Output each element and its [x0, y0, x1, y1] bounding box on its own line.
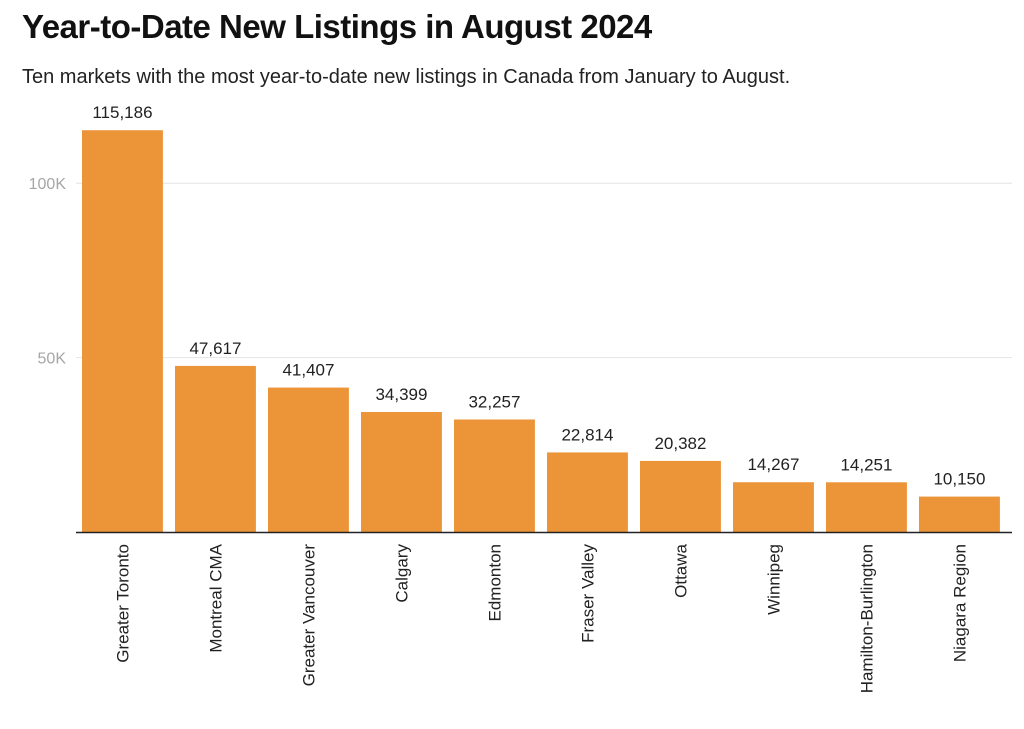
- data-label: 22,814: [561, 425, 613, 444]
- bar: [454, 419, 535, 532]
- bar: [640, 460, 721, 532]
- bar: [82, 130, 163, 532]
- chart-subtitle: Ten markets with the most year-to-date n…: [22, 66, 791, 88]
- labels: 50K 100K 115,186 Greater Toronto 47,617 Montr…: [29, 103, 986, 693]
- data-label: 41,407: [282, 361, 334, 380]
- data-label: 14,251: [840, 455, 892, 474]
- gridlines: [76, 182, 1012, 359]
- x-tick-label: Calgary: [392, 544, 411, 603]
- bar: [175, 365, 256, 532]
- bar: [361, 412, 442, 532]
- chart-title: Year-to-Date New Listings in August 2024: [22, 8, 652, 45]
- data-label: 14,267: [747, 455, 799, 474]
- x-tick-label: Greater Vancouver: [299, 544, 318, 687]
- x-tick-label: Greater Toronto: [113, 544, 132, 663]
- data-label: 115,186: [92, 103, 152, 122]
- x-tick-label: Winnipeg: [764, 544, 783, 615]
- bar: [826, 482, 907, 532]
- data-label: 32,257: [468, 392, 520, 411]
- bar: [268, 387, 349, 532]
- data-label: 20,382: [654, 434, 706, 453]
- data-label: 47,617: [189, 339, 241, 358]
- x-tick-label: Edmonton: [485, 544, 504, 622]
- data-label: 34,399: [375, 385, 427, 404]
- data-label: 10,150: [933, 470, 985, 489]
- bars: [82, 130, 1000, 532]
- x-tick-label: Montreal CMA: [206, 543, 225, 652]
- x-tick-label: Niagara Region: [950, 544, 969, 662]
- y-tick-label: 100K: [29, 176, 67, 193]
- x-tick-label: Hamilton-Burlington: [857, 544, 876, 693]
- x-tick-label: Fraser Valley: [578, 544, 597, 643]
- bar: [733, 482, 814, 532]
- x-tick-label: Ottawa: [671, 543, 690, 597]
- y-tick-label: 50K: [38, 351, 67, 368]
- bar: [547, 452, 628, 532]
- bar: [919, 496, 1000, 532]
